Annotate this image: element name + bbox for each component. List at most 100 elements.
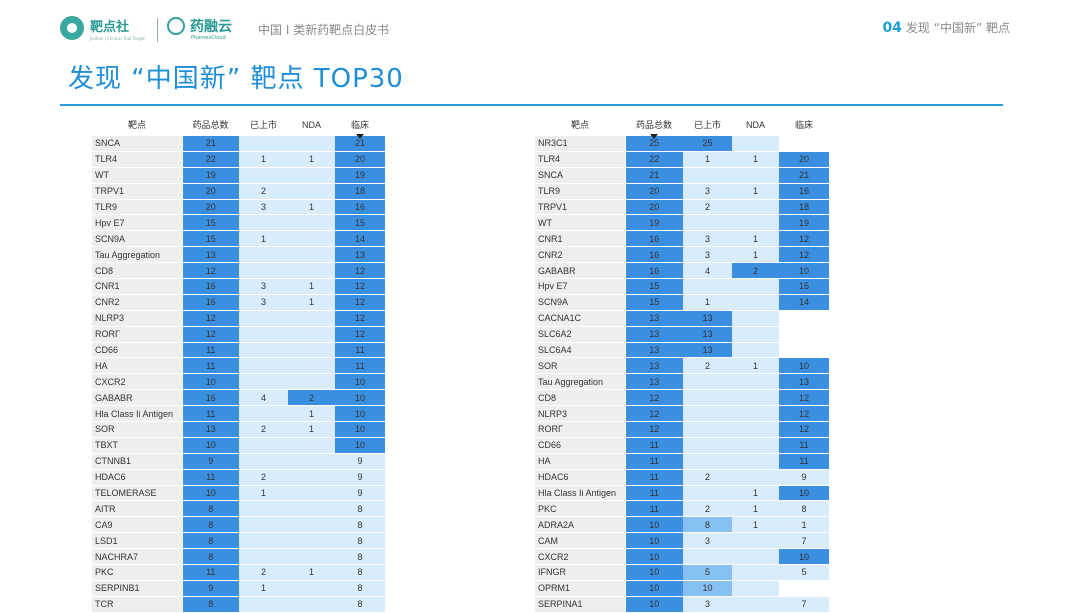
clinical-cell: 8 (335, 532, 385, 550)
logo-divider (157, 18, 158, 42)
clinical-cell: 10 (335, 389, 385, 407)
marketed-cell (683, 421, 732, 438)
marketed-cell: 3 (239, 199, 288, 216)
clinical-cell: 11 (335, 357, 385, 375)
nda-cell (288, 167, 335, 184)
nda-cell (288, 485, 335, 502)
total-cell: 21 (625, 167, 683, 184)
marketed-cell (683, 389, 732, 407)
target-cell: Hla Class Ii Antigen (92, 405, 183, 423)
sort-descending-icon[interactable] (356, 134, 364, 139)
target-cell: RORΓ (92, 326, 183, 343)
nda-cell: 1 (288, 421, 335, 438)
marketed-cell (683, 214, 732, 232)
table-row: SLC6A4 13 13 (535, 342, 829, 359)
nda-cell (288, 183, 335, 200)
nda-cell (732, 469, 779, 486)
clinical-cell: 11 (779, 453, 829, 470)
nda-cell: 1 (732, 500, 779, 518)
page-title: 发现 “中国新” 靶点 TOP30 (68, 64, 404, 94)
total-cell: 12 (625, 389, 683, 407)
marketed-cell: 3 (683, 596, 732, 613)
clinical-cell: 13 (335, 246, 385, 264)
table-row: CD66 11 11 (535, 437, 829, 454)
table-row: Hla Class Ii Antigen 11 1 10 (92, 405, 385, 423)
nda-cell: 2 (732, 262, 779, 280)
marketed-cell: 3 (239, 294, 288, 311)
nda-cell (732, 389, 779, 407)
marketed-cell (683, 405, 732, 423)
marketed-cell: 13 (683, 310, 732, 327)
col-header-clinical: 临床 (794, 120, 813, 130)
total-cell: 11 (625, 437, 683, 454)
target-cell: NLRP3 (92, 310, 183, 327)
left-target-table: 靶点 药品总数 已上市 NDA 临床 SNCA 21 21 TLR4 22 1 1 20 WT 1… (92, 113, 385, 613)
total-cell: 11 (182, 357, 239, 375)
table-header-row: 靶点 药品总数 已上市 NDA 临床 (535, 113, 829, 139)
table-row: HA 11 11 (535, 453, 829, 470)
total-cell: 11 (625, 453, 683, 470)
nda-cell (732, 199, 779, 216)
table-row: CD8 12 12 (535, 389, 829, 407)
total-cell: 16 (182, 278, 239, 295)
nda-cell (732, 596, 779, 613)
marketed-cell: 1 (239, 580, 288, 597)
nda-cell (732, 453, 779, 470)
total-cell: 16 (182, 389, 239, 407)
total-cell: 21 (182, 136, 239, 152)
marketed-cell: 13 (683, 326, 732, 343)
sort-descending-icon[interactable] (650, 134, 658, 139)
target-cell: TLR9 (535, 183, 626, 200)
nda-cell (288, 214, 335, 232)
table-row: GABABR 16 4 2 10 (92, 389, 385, 407)
marketed-cell (683, 548, 732, 566)
clinical-cell: 12 (335, 278, 385, 295)
table-row: WT 19 19 (535, 214, 829, 232)
marketed-cell: 4 (239, 389, 288, 407)
target-cell: SLC6A4 (535, 342, 626, 359)
total-cell: 20 (182, 183, 239, 200)
target-cell: CNR1 (535, 230, 626, 248)
marketed-cell: 3 (683, 230, 732, 248)
table-row: CNR1 16 3 1 12 (535, 230, 829, 248)
nda-cell (732, 214, 779, 232)
total-cell: 10 (182, 373, 239, 391)
clinical-cell (779, 310, 829, 327)
clinical-cell: 8 (335, 564, 385, 581)
target-cell: CA9 (92, 516, 183, 534)
total-cell: 13 (625, 342, 683, 359)
clinical-cell: 16 (779, 183, 829, 200)
clinical-cell: 10 (335, 421, 385, 438)
marketed-cell: 2 (683, 500, 732, 518)
target-cell: PKC (535, 500, 626, 518)
table-row: SCN9A 15 1 14 (92, 230, 385, 248)
marketed-cell (239, 342, 288, 359)
table-row: RORΓ 12 12 (535, 421, 829, 438)
total-cell: 10 (182, 437, 239, 454)
col-header-clinical: 临床 (335, 113, 385, 139)
yaorongyun-logo: 药融云 (167, 16, 232, 36)
nda-cell: 1 (288, 278, 335, 295)
target-cell: CACNA1C (535, 310, 626, 327)
table-row: CNR2 16 3 1 12 (92, 294, 385, 311)
clinical-cell: 19 (335, 167, 385, 184)
total-cell: 8 (182, 532, 239, 550)
nda-cell: 1 (732, 151, 779, 168)
table-row: HA 11 11 (92, 357, 385, 375)
clinical-cell: 12 (779, 389, 829, 407)
clinical-cell: 8 (335, 580, 385, 597)
table-row: NR3C1 25 25 (535, 136, 829, 152)
nda-cell (288, 136, 335, 152)
target-cell: HDAC6 (535, 469, 626, 486)
marketed-cell (239, 532, 288, 550)
nda-cell (288, 548, 335, 566)
target-cell: NLRP3 (535, 405, 626, 423)
table-row: TLR4 22 1 1 20 (92, 151, 385, 168)
marketed-cell (683, 453, 732, 470)
table-row: Hpv E7 15 15 (92, 214, 385, 232)
table-row: SLC6A2 13 13 (535, 326, 829, 343)
table-row: SERPINA1 10 3 7 (535, 596, 829, 613)
marketed-cell (239, 500, 288, 518)
table-row: Tau Aggregation 13 13 (535, 373, 829, 391)
target-cell: Hla Class Ii Antigen (535, 485, 626, 502)
